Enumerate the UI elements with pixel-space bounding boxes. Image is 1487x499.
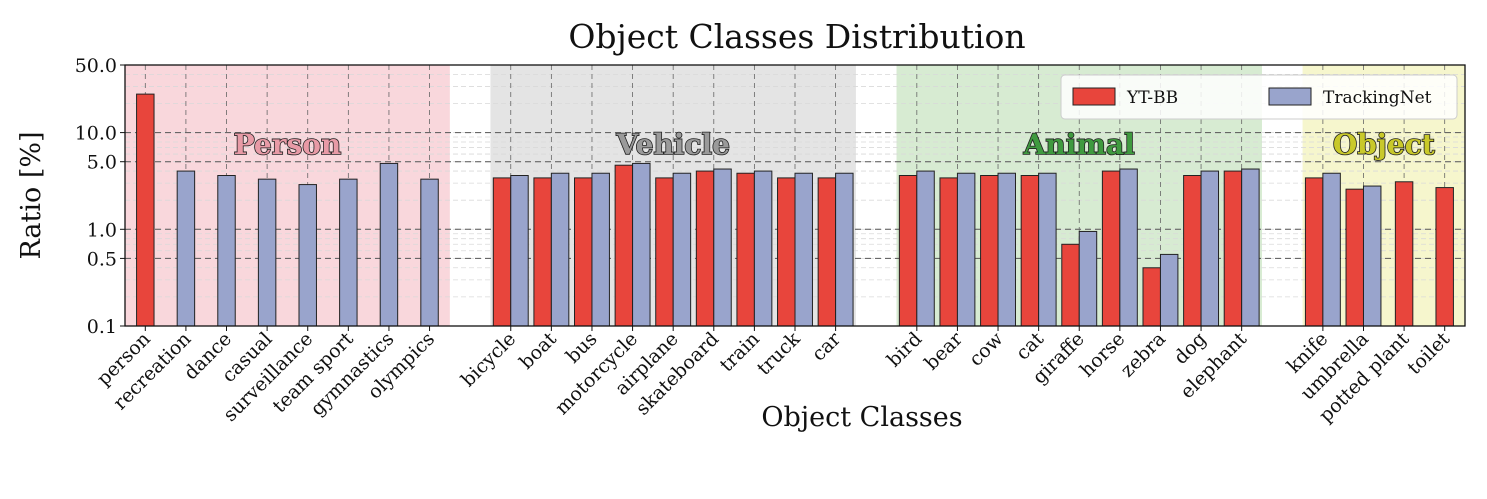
y-axis-label: Ratio [%] <box>16 131 47 259</box>
bar-ytbb-cow <box>980 175 999 327</box>
bar-trackingnet-truck <box>794 172 813 327</box>
x-tick-label: boat <box>515 328 561 374</box>
bar-ytbb-dog <box>1183 175 1202 327</box>
bar-ytbb-horse <box>1101 170 1121 327</box>
chart-title: Object Classes Distribution <box>568 17 1025 56</box>
bar-ytbb-skateboard <box>695 170 715 327</box>
y-tick-label: 0.1 <box>87 316 117 338</box>
legend-label: YT-BB <box>1126 88 1178 108</box>
y-tick-label: 50.0 <box>75 55 117 77</box>
x-tick-label: car <box>808 327 846 365</box>
bar-ytbb-elephant <box>1223 170 1243 327</box>
x-axis-label: Object Classes <box>761 402 962 433</box>
x-tick-label: horse <box>1076 328 1130 382</box>
y-tick-label: 0.5 <box>87 248 117 270</box>
bar-trackingnet-gymnastics <box>379 162 399 327</box>
bar-trackingnet-cow <box>997 172 1016 327</box>
bar-ytbb-airplane <box>655 177 674 327</box>
x-tick-label: bird <box>883 328 926 371</box>
bar-trackingnet-giraffe <box>1078 230 1098 327</box>
bar-ytbb-person <box>136 93 155 327</box>
bar-trackingnet-olympics <box>420 178 439 327</box>
bar-ytbb-giraffe <box>1061 243 1080 327</box>
group-label-animal: Animal <box>1023 128 1135 161</box>
bar-ytbb-zebra <box>1142 267 1161 327</box>
bar-trackingnet-zebra <box>1159 253 1179 327</box>
bar-trackingnet-recreation <box>176 170 196 327</box>
bar-trackingnet-dance <box>217 175 236 327</box>
bar-trackingnet-casual <box>257 178 277 327</box>
bar-ytbb-motorcycle <box>614 164 634 327</box>
group-label-person: Person <box>234 128 342 161</box>
legend: YT-BB TrackingNet <box>1060 74 1458 120</box>
legend-box <box>1060 74 1458 120</box>
bar-trackingnet-team-sport <box>339 178 358 327</box>
bar-trackingnet-motorcycle <box>632 162 651 327</box>
group-background-person <box>125 65 450 326</box>
y-tick-label: 10.0 <box>75 123 117 145</box>
group-labels: Person Vehicle Animal Object <box>233 127 1436 162</box>
legend-swatch-ytbb <box>1072 87 1116 106</box>
bar-ytbb-train <box>736 172 755 327</box>
x-tick-label: cow <box>965 327 1008 370</box>
bar-ytbb-bus <box>574 177 593 327</box>
bar-trackingnet-surveillance <box>298 184 317 327</box>
x-tick-label: bear <box>920 327 967 374</box>
bar-ytbb-knife <box>1304 177 1324 327</box>
x-tick-label: bicycle <box>457 328 520 391</box>
bar-ytbb-cat <box>1020 175 1040 327</box>
group-label-object: Object <box>1333 128 1435 161</box>
bar-ytbb-bear <box>939 177 958 327</box>
bar-trackingnet-bicycle <box>510 175 529 327</box>
bar-trackingnet-boat <box>550 172 570 327</box>
y-tick-label: 5.0 <box>87 152 117 174</box>
bar-ytbb-potted-plant <box>1394 181 1414 327</box>
bar-ytbb-boat <box>533 177 552 327</box>
y-tick-label: 1.0 <box>87 219 117 241</box>
bar-ytbb-truck <box>777 177 796 327</box>
x-tick-label: toilet <box>1403 328 1454 379</box>
bar-trackingnet-bird <box>916 170 935 327</box>
bar-trackingnet-elephant <box>1241 168 1260 327</box>
bar-trackingnet-car <box>835 172 854 327</box>
y-axis: 0.1 0.5 1.0 5.0 10.0 50.0 <box>75 55 125 338</box>
bar-trackingnet-bus <box>591 172 610 327</box>
bar-trackingnet-knife <box>1322 172 1341 327</box>
bar-trackingnet-dog <box>1200 170 1220 327</box>
bar-trackingnet-train <box>753 170 773 327</box>
bar-ytbb-umbrella <box>1345 188 1364 327</box>
bar-ytbb-car <box>817 177 837 327</box>
legend-swatch-trackingnet <box>1268 87 1312 106</box>
bar-trackingnet-umbrella <box>1362 185 1382 327</box>
bar-ytbb-bird <box>898 175 918 327</box>
bar-trackingnet-cat <box>1038 172 1057 327</box>
bar-trackingnet-airplane <box>672 172 692 327</box>
bar-trackingnet-bear <box>956 172 976 327</box>
bar-trackingnet-horse <box>1119 168 1138 327</box>
bar-ytbb-bicycle <box>492 177 512 327</box>
bar-ytbb-toilet <box>1435 187 1454 327</box>
bar-trackingnet-skateboard <box>713 168 732 327</box>
group-label-vehicle: Vehicle <box>615 128 729 161</box>
x-tick-label: truck <box>753 328 805 380</box>
legend-label: TrackingNet <box>1323 88 1432 108</box>
bars <box>136 93 1454 327</box>
x-tick-label: zebra <box>1116 328 1170 382</box>
